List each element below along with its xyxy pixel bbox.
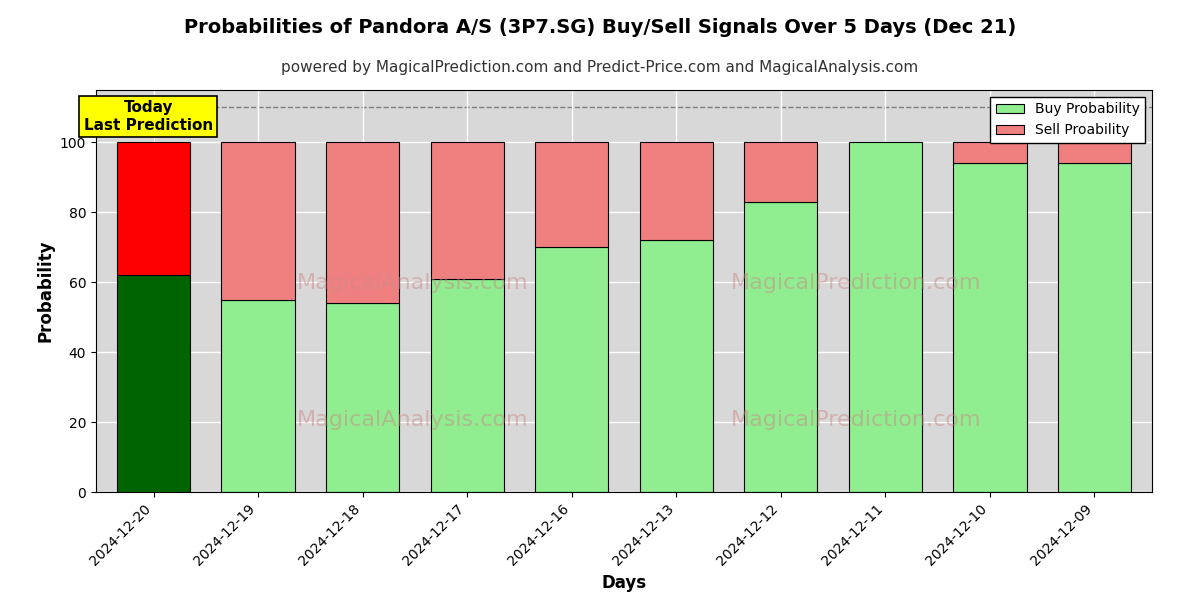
- Bar: [640, 241, 713, 492]
- Bar: [326, 303, 400, 492]
- Y-axis label: Probability: Probability: [36, 240, 54, 342]
- Bar: [431, 279, 504, 492]
- Text: Probabilities of Pandora A/S (3P7.SG) Buy/Sell Signals Over 5 Days (Dec 21): Probabilities of Pandora A/S (3P7.SG) Bu…: [184, 18, 1016, 37]
- Bar: [744, 202, 817, 492]
- Text: MagicalPrediction.com: MagicalPrediction.com: [731, 410, 982, 430]
- Bar: [116, 142, 190, 275]
- Text: MagicalAnalysis.com: MagicalAnalysis.com: [296, 273, 529, 293]
- Legend: Buy Probability, Sell Proability: Buy Probability, Sell Proability: [990, 97, 1145, 143]
- Text: MagicalAnalysis.com: MagicalAnalysis.com: [296, 410, 529, 430]
- Bar: [116, 275, 190, 492]
- Bar: [1058, 163, 1132, 492]
- Bar: [744, 142, 817, 202]
- Bar: [640, 142, 713, 241]
- Bar: [848, 142, 922, 492]
- Text: MagicalPrediction.com: MagicalPrediction.com: [731, 273, 982, 293]
- Bar: [431, 142, 504, 279]
- Text: powered by MagicalPrediction.com and Predict-Price.com and MagicalAnalysis.com: powered by MagicalPrediction.com and Pre…: [281, 60, 919, 75]
- Bar: [535, 142, 608, 247]
- Bar: [953, 142, 1026, 163]
- Text: Today
Last Prediction: Today Last Prediction: [84, 100, 212, 133]
- Bar: [222, 300, 295, 492]
- Bar: [535, 247, 608, 492]
- Bar: [222, 142, 295, 300]
- Bar: [326, 142, 400, 303]
- Bar: [953, 163, 1026, 492]
- Bar: [1058, 142, 1132, 163]
- X-axis label: Days: Days: [601, 574, 647, 592]
